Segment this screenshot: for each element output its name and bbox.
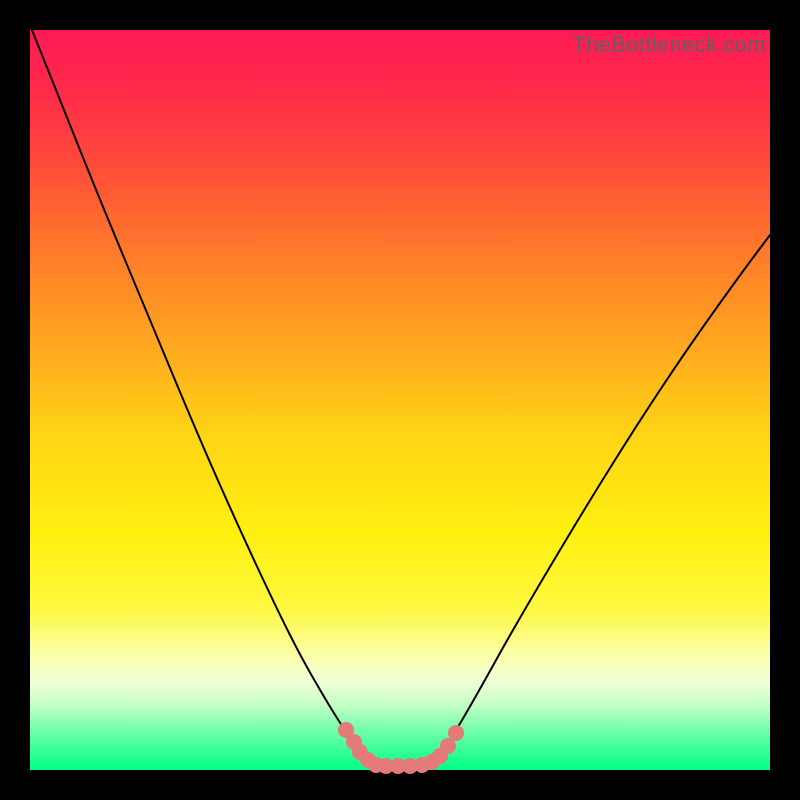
plot-area: [30, 30, 770, 770]
watermark-text: TheBottleneck.com: [573, 32, 766, 58]
data-marker: [448, 725, 464, 741]
chart-frame: TheBottleneck.com: [0, 0, 800, 800]
bottleneck-curves: [30, 30, 770, 770]
